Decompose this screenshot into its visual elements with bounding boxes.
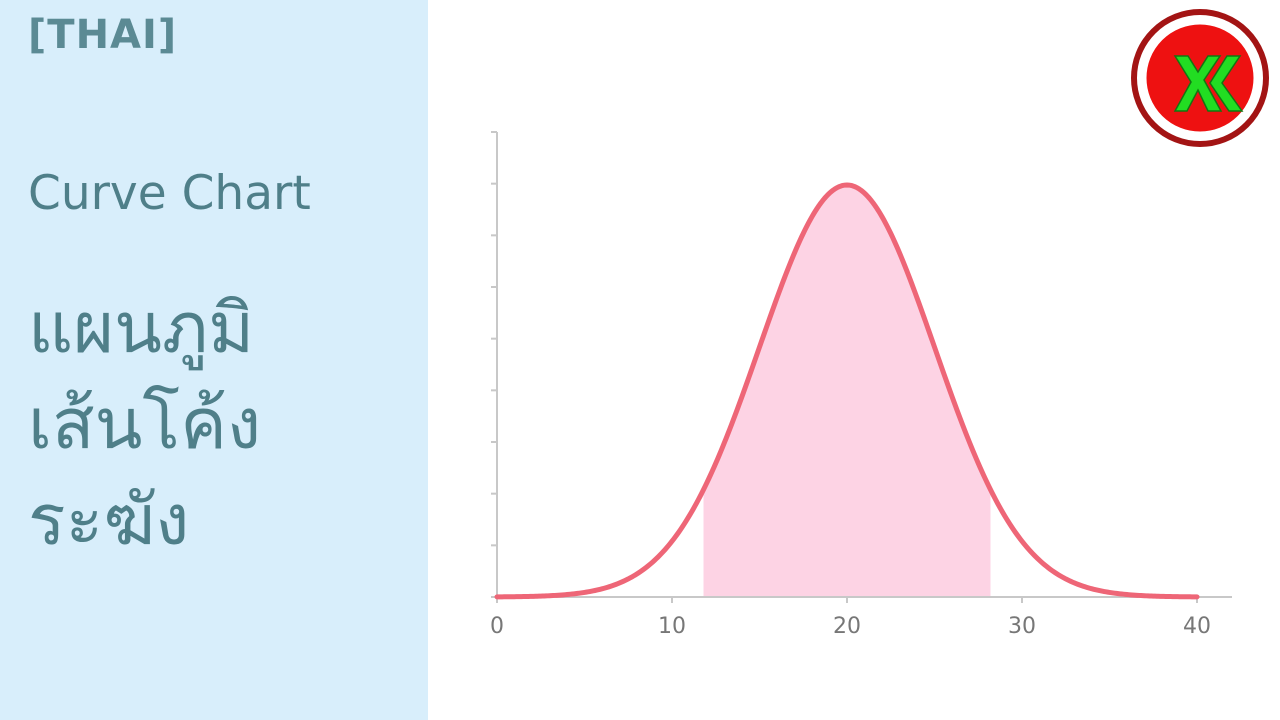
x-tick-label: 40 — [1183, 614, 1211, 639]
title-thai-line-3: ระฆัง — [28, 479, 190, 561]
bell-curve-line — [494, 182, 1200, 600]
shaded-area — [703, 185, 991, 597]
title-english: Curve Chart — [28, 166, 311, 221]
x-tick-label: 0 — [490, 614, 504, 639]
x-tick-label: 10 — [658, 614, 686, 639]
title-thai: แผนภูมิ เส้นโค้ง ระฆัง — [28, 280, 418, 568]
x-tick-label: 20 — [833, 614, 861, 639]
title-thai-line-2: เส้นโค้ง — [28, 383, 262, 465]
x-tick-label: 30 — [1008, 614, 1036, 639]
language-tag: [THAI] — [28, 12, 178, 58]
xx-logo-icon — [1130, 8, 1270, 148]
title-thai-line-1: แผนภูมิ — [28, 287, 255, 369]
left-panel: [THAI] Curve Chart แผนภูมิ เส้นโค้ง ระฆั… — [0, 0, 428, 720]
bell-curve-chart: 0 10 20 30 40 — [440, 110, 1260, 690]
